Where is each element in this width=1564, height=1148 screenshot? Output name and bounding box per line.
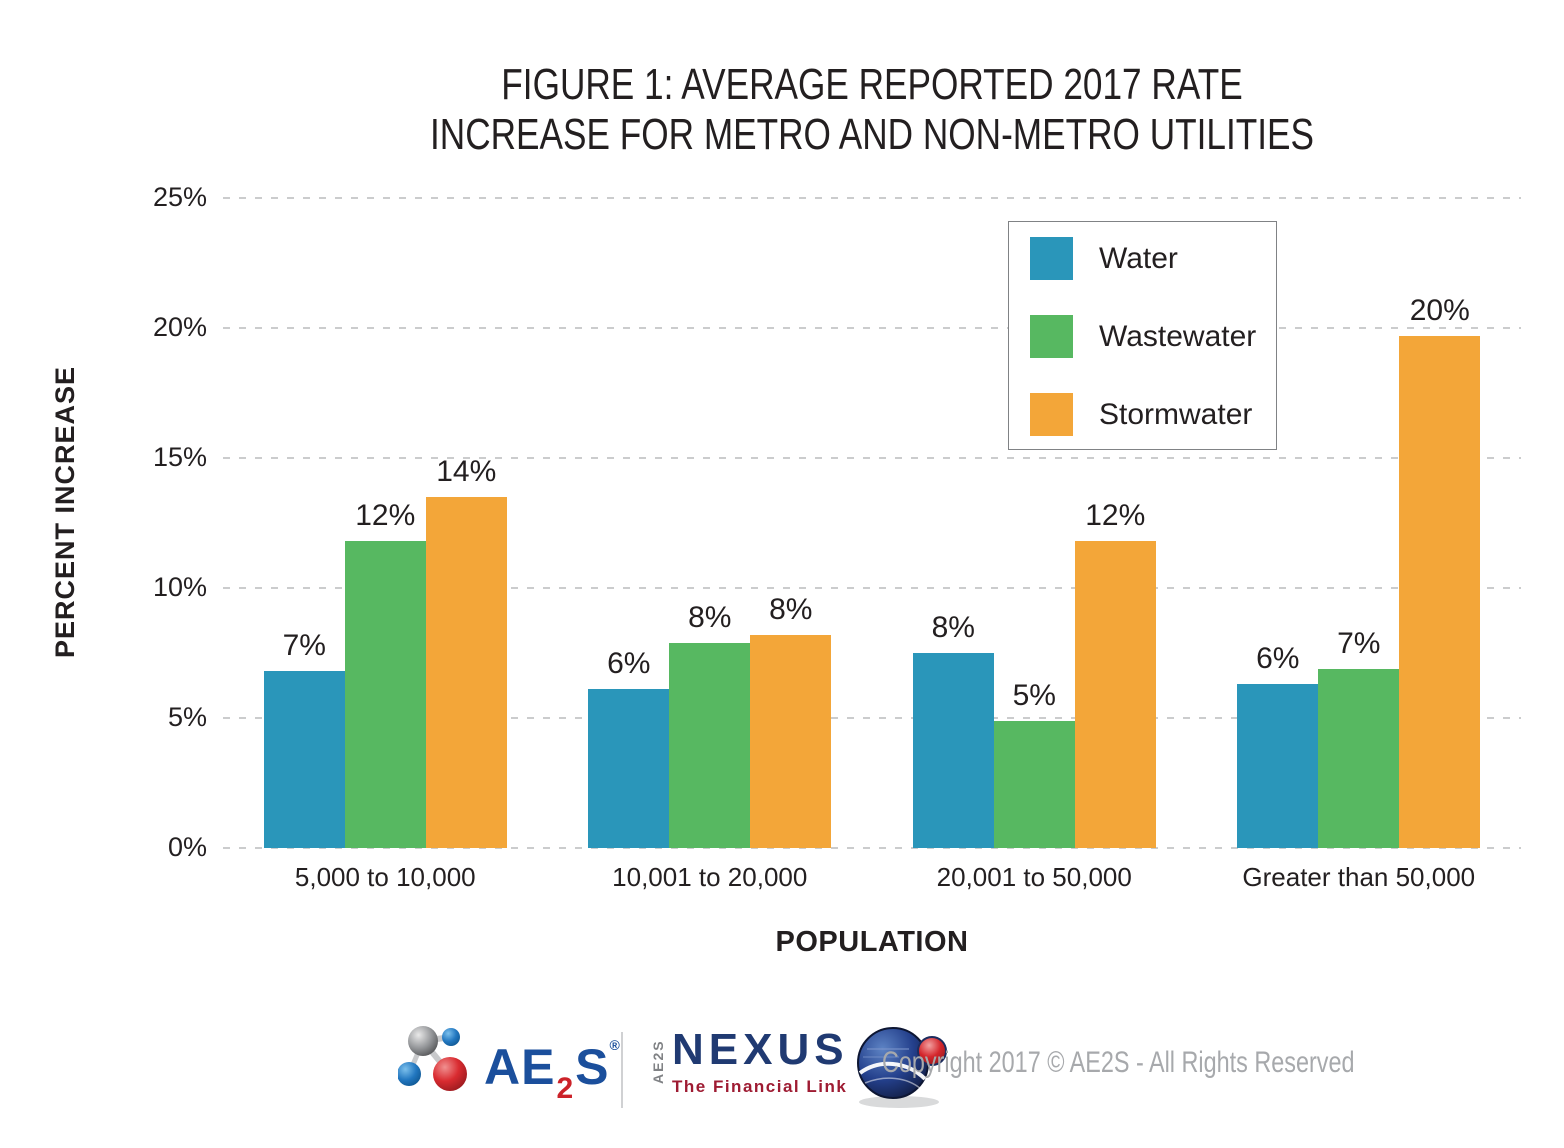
- gridline: [223, 327, 1521, 329]
- bar-wastewater-1: [669, 642, 751, 848]
- bar-stormwater-3: [1399, 335, 1481, 848]
- nexus-logo: AE2S NEXUS The Financial Link: [650, 1027, 957, 1109]
- gridline: [223, 197, 1521, 199]
- figure-title: FIGURE 1: AVERAGE REPORTED 2017 RATE INC…: [353, 60, 1391, 160]
- legend-item-stormwater: Stormwater: [1030, 393, 1276, 436]
- x-tick-label: Greater than 50,000: [1242, 862, 1476, 892]
- bar-water-2: [912, 653, 994, 848]
- gridline: [223, 457, 1521, 459]
- y-tick-label: 25%: [152, 182, 207, 212]
- bar-value-label: 20%: [1409, 293, 1470, 327]
- y-tick-label: 15%: [152, 442, 207, 472]
- bar-wastewater-2: [993, 720, 1075, 848]
- nexus-vertical-text: AE2S: [650, 1039, 666, 1084]
- figure-title-line2: INCREASE FOR METRO AND NON-METRO UTILITI…: [430, 110, 1314, 159]
- y-tick-label: 10%: [152, 572, 207, 602]
- legend-label: Stormwater: [1099, 397, 1253, 431]
- bar-stormwater-0: [425, 497, 507, 848]
- bar-value-label: 8%: [931, 611, 975, 644]
- bar-value-label: 7%: [1337, 626, 1381, 660]
- nexus-wordmark-block: NEXUS The Financial Link: [672, 1028, 849, 1097]
- bar-water-3: [1237, 684, 1319, 848]
- chart-legend: Water Wastewater Stormwater: [1008, 221, 1277, 450]
- y-tick-label: 20%: [152, 312, 207, 342]
- bar-water-0: [263, 671, 345, 848]
- bar-value-label: 6%: [607, 647, 651, 681]
- legend-label: Wastewater: [1099, 319, 1257, 353]
- registered-mark: ®: [609, 1037, 621, 1053]
- gridline: [223, 587, 1521, 589]
- ae2s-wordmark-2: 2: [556, 1072, 575, 1105]
- x-tick-label: 5,000 to 10,000: [294, 862, 476, 892]
- bar-value-label: 14%: [436, 455, 497, 488]
- x-axis-title: POPULATION: [775, 926, 969, 958]
- footer-divider: [621, 1032, 623, 1108]
- ae2s-logo: AE2S®: [398, 1020, 621, 1105]
- molecule-icon: [398, 1026, 467, 1091]
- legend-label: Water: [1099, 241, 1178, 275]
- nexus-wordmark: NEXUS: [672, 1025, 849, 1074]
- bar-water-1: [588, 689, 670, 848]
- bar-stormwater-1: [750, 634, 832, 848]
- legend-swatch-stormwater: [1030, 393, 1073, 436]
- bar-stormwater-2: [1074, 541, 1156, 848]
- legend-swatch-water: [1030, 237, 1073, 280]
- ae2s-wordmark-s: S: [575, 1039, 610, 1095]
- x-tick-label: 10,001 to 20,000: [612, 862, 808, 892]
- bar-value-label: 12%: [1085, 499, 1146, 533]
- nexus-tagline: The Financial Link: [672, 1077, 848, 1096]
- legend-item-wastewater: Wastewater: [1030, 315, 1276, 358]
- bar-value-label: 8%: [688, 600, 732, 634]
- y-tick-label: 5%: [167, 702, 207, 732]
- bar-value-label: 6%: [1256, 642, 1300, 676]
- bar-value-label: 12%: [355, 499, 416, 533]
- ae2s-wordmark: AE2S®: [484, 1020, 621, 1105]
- x-tick-label: 20,001 to 50,000: [936, 862, 1132, 892]
- bar-wastewater-0: [344, 541, 426, 848]
- ae2s-wordmark-ae: AE: [484, 1039, 556, 1095]
- globe-icon: [856, 1027, 947, 1108]
- legend-item-water: Water: [1030, 237, 1276, 280]
- bar-value-label: 7%: [282, 629, 326, 663]
- bar-wastewater-3: [1318, 668, 1400, 848]
- y-axis-title: PERCENT INCREASE: [50, 365, 80, 659]
- figure-title-line1: FIGURE 1: AVERAGE REPORTED 2017 RATE: [501, 60, 1243, 109]
- legend-swatch-wastewater: [1030, 315, 1073, 358]
- copyright-text: Copyright 2017 © AE2S - All Rights Reser…: [882, 1046, 1355, 1079]
- gridline: [223, 717, 1521, 719]
- bar-value-label: 8%: [769, 592, 813, 626]
- gridline: [223, 847, 1521, 849]
- bar-value-label: 5%: [1012, 678, 1056, 712]
- y-tick-label: 0%: [167, 832, 207, 862]
- plot-area: 0% 5% 10% 15% 20% 25% 5,000 to 10,000 7% 12% 14% 1…: [153, 182, 1521, 892]
